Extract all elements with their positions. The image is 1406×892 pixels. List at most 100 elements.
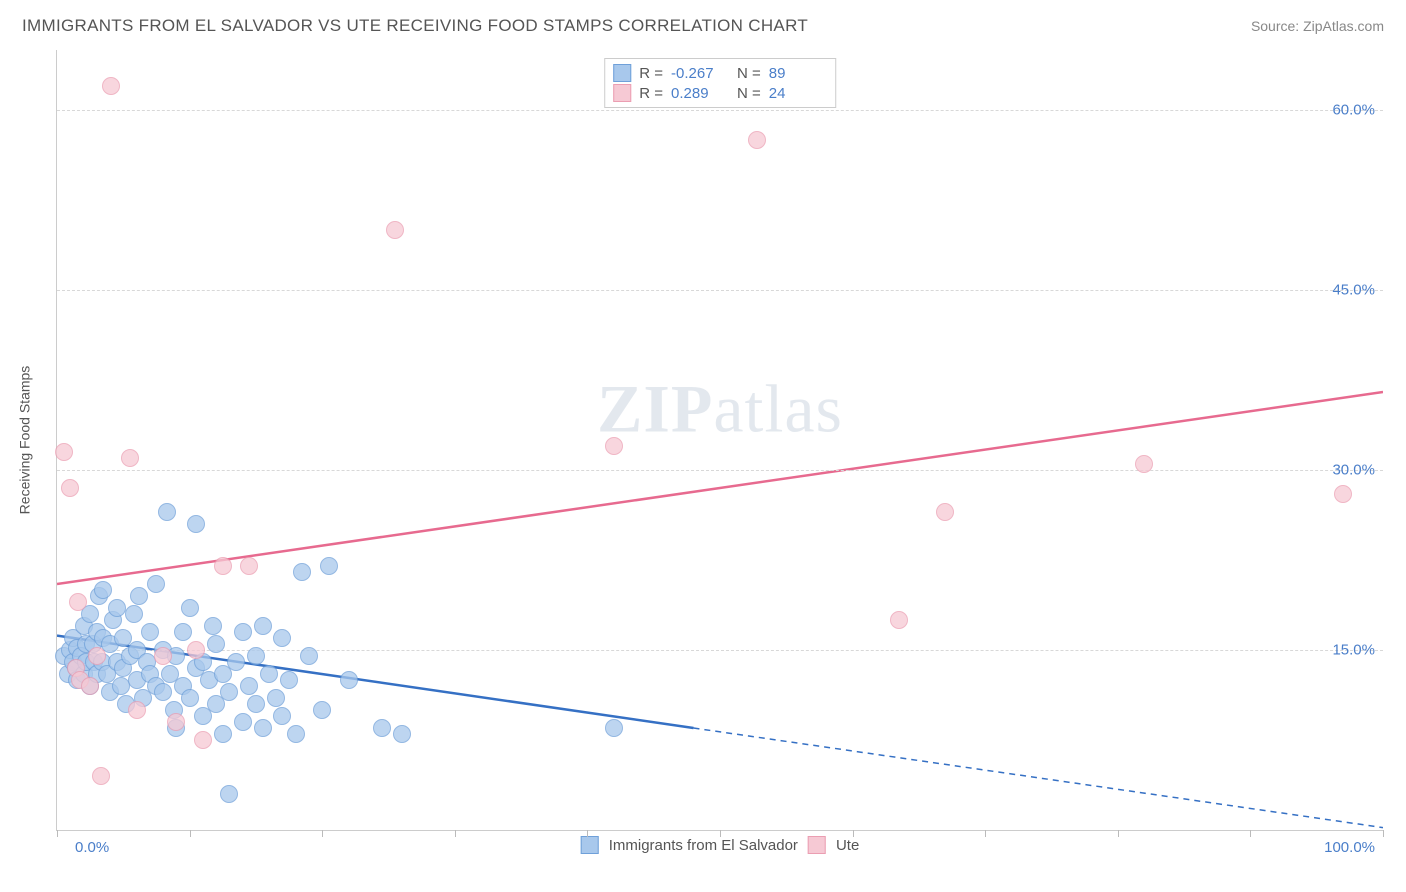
data-point xyxy=(748,131,766,149)
data-point xyxy=(340,671,358,689)
data-point xyxy=(373,719,391,737)
data-point xyxy=(605,719,623,737)
regression-lines xyxy=(57,50,1383,830)
data-point xyxy=(158,503,176,521)
data-point xyxy=(214,725,232,743)
data-point xyxy=(240,677,258,695)
data-point xyxy=(61,479,79,497)
data-point xyxy=(154,647,172,665)
data-point xyxy=(247,647,265,665)
data-point xyxy=(267,689,285,707)
data-point xyxy=(125,605,143,623)
data-point xyxy=(260,665,278,683)
correlation-legend: R = -0.267 N = 89R = 0.289 N = 24 xyxy=(604,58,836,108)
data-point xyxy=(141,623,159,641)
x-tick xyxy=(720,830,721,837)
chart-area: Receiving Food Stamps ZIPatlas R =-0.267… xyxy=(44,50,1386,850)
legend-row: R =0.289N =24 xyxy=(613,83,827,103)
data-point xyxy=(88,647,106,665)
data-point xyxy=(247,695,265,713)
legend-n-value: 24 xyxy=(769,85,827,102)
data-point xyxy=(174,623,192,641)
y-tick-label: 30.0% xyxy=(1332,462,1375,479)
data-point xyxy=(234,623,252,641)
x-tick xyxy=(587,830,588,837)
data-point xyxy=(220,785,238,803)
legend-swatch xyxy=(613,84,631,102)
data-point xyxy=(102,77,120,95)
legend-n-label: N = xyxy=(737,65,761,82)
data-point xyxy=(214,557,232,575)
y-tick-label: 15.0% xyxy=(1332,642,1375,659)
data-point xyxy=(280,671,298,689)
data-point xyxy=(204,617,222,635)
data-point xyxy=(386,221,404,239)
data-point xyxy=(187,641,205,659)
data-point xyxy=(320,557,338,575)
x-tick xyxy=(985,830,986,837)
data-point xyxy=(936,503,954,521)
chart-title: IMMIGRANTS FROM EL SALVADOR VS UTE RECEI… xyxy=(22,16,808,36)
x-axis-max-label: 100.0% xyxy=(1324,839,1375,856)
legend-r-label: R = xyxy=(639,65,663,82)
data-point xyxy=(227,653,245,671)
data-point xyxy=(300,647,318,665)
data-point xyxy=(1135,455,1153,473)
data-point xyxy=(69,593,87,611)
data-point xyxy=(605,437,623,455)
data-point xyxy=(254,617,272,635)
source-label: Source: ZipAtlas.com xyxy=(1251,18,1384,34)
data-point xyxy=(92,767,110,785)
x-tick xyxy=(455,830,456,837)
data-point xyxy=(234,713,252,731)
data-point xyxy=(207,635,225,653)
x-tick xyxy=(57,830,58,837)
data-point xyxy=(154,683,172,701)
y-axis-label: Receiving Food Stamps xyxy=(16,366,32,515)
data-point xyxy=(121,449,139,467)
series-legend: Immigrants from El Salvador Ute xyxy=(581,836,860,854)
x-axis-min-label: 0.0% xyxy=(75,839,109,856)
data-point xyxy=(167,713,185,731)
data-point xyxy=(81,677,99,695)
legend-r-value: 0.289 xyxy=(671,85,729,102)
x-tick xyxy=(853,830,854,837)
x-tick xyxy=(1118,830,1119,837)
watermark: ZIPatlas xyxy=(597,369,843,448)
data-point xyxy=(181,689,199,707)
data-point xyxy=(128,701,146,719)
x-tick xyxy=(1383,830,1384,837)
legend-swatch xyxy=(613,64,631,82)
data-point xyxy=(147,575,165,593)
data-point xyxy=(393,725,411,743)
legend-n-value: 89 xyxy=(769,65,827,82)
data-point xyxy=(1334,485,1352,503)
legend-n-label: N = xyxy=(737,85,761,102)
data-point xyxy=(220,683,238,701)
data-point xyxy=(94,581,112,599)
data-point xyxy=(181,599,199,617)
data-point xyxy=(254,719,272,737)
gridline xyxy=(57,470,1383,471)
series-name: Immigrants from El Salvador xyxy=(609,837,798,854)
x-tick xyxy=(1250,830,1251,837)
legend-swatch xyxy=(581,836,599,854)
data-point xyxy=(287,725,305,743)
legend-r-value: -0.267 xyxy=(671,65,729,82)
series-name: Ute xyxy=(836,837,859,854)
data-point xyxy=(313,701,331,719)
data-point xyxy=(55,443,73,461)
data-point xyxy=(240,557,258,575)
data-point xyxy=(273,707,291,725)
data-point xyxy=(194,731,212,749)
gridline xyxy=(57,290,1383,291)
data-point xyxy=(890,611,908,629)
gridline xyxy=(57,110,1383,111)
data-point xyxy=(108,599,126,617)
y-tick-label: 45.0% xyxy=(1332,282,1375,299)
data-point xyxy=(293,563,311,581)
x-tick xyxy=(322,830,323,837)
legend-row: R = -0.267 N = 89 xyxy=(613,63,827,83)
y-tick-label: 60.0% xyxy=(1332,102,1375,119)
data-point xyxy=(187,515,205,533)
